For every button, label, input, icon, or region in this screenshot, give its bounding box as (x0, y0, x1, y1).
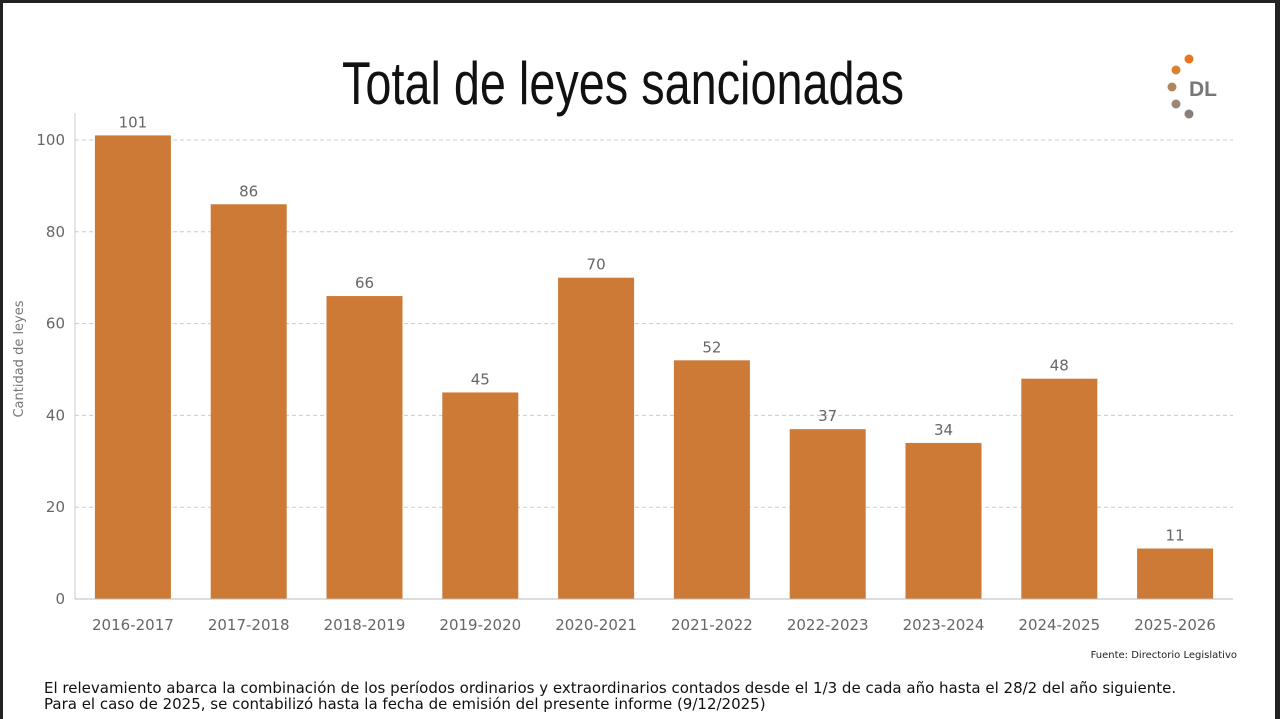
bar (326, 296, 403, 599)
logo-dot (1167, 82, 1177, 92)
dl-logo: DL (1167, 54, 1217, 119)
bar (905, 442, 982, 599)
x-tick-label: 2022-2023 (787, 616, 869, 634)
chart-title: Total de leyes sancionadas (342, 50, 904, 117)
slide: Total de leyes sancionadas DL 0 20 40 60 80 1… (3, 3, 1275, 719)
bar (210, 204, 287, 599)
y-axis-label: Cantidad de leyes (12, 300, 27, 417)
logo-dot (1184, 109, 1194, 119)
data-label: 66 (355, 274, 374, 292)
data-label: 101 (119, 113, 148, 131)
bar (94, 135, 171, 599)
x-tick-label: 2023-2024 (903, 616, 985, 634)
x-tick-label: 2016-2017 (92, 616, 174, 634)
x-tick-label: 2019-2020 (439, 616, 521, 634)
data-label: 48 (1050, 357, 1069, 375)
logo-dot (1171, 99, 1181, 109)
x-tick-label: 2020-2021 (555, 616, 637, 634)
logo-dot (1171, 65, 1181, 75)
data-label: 45 (471, 370, 490, 388)
y-tick-label: 60 (46, 315, 65, 333)
x-tick-label: 2025-2026 (1134, 616, 1216, 634)
bar (673, 360, 750, 599)
svg-text:DL: DL (1189, 78, 1217, 101)
x-tick-label: 2017-2018 (208, 616, 290, 634)
y-tick-label: 80 (46, 223, 65, 241)
x-tick-label: 2021-2022 (671, 616, 753, 634)
bar (558, 277, 635, 599)
bar-chart: 0 20 40 60 80 100 Cantidad de leyes 101 2016-201… (12, 113, 1233, 634)
footnote-line: El relevamiento abarca la combinación de… (44, 679, 1177, 697)
y-tick-label: 20 (46, 498, 65, 516)
data-label: 11 (1166, 527, 1185, 545)
y-tick-label: 100 (36, 131, 65, 149)
data-label: 34 (934, 421, 953, 439)
data-label: 86 (239, 182, 258, 200)
data-label: 37 (818, 407, 837, 425)
data-label: 52 (702, 338, 721, 356)
data-label: 70 (587, 256, 606, 274)
footnote: El relevamiento abarca la combinación de… (44, 680, 1176, 712)
bar (1137, 548, 1214, 599)
footnote-line: Para el caso de 2025, se contabilizó has… (44, 695, 766, 713)
bar (442, 392, 519, 599)
x-tick-label: 2018-2019 (324, 616, 406, 634)
x-tick-label: 2024-2025 (1018, 616, 1100, 634)
y-tick-label: 40 (46, 406, 65, 424)
logo-dot (1184, 54, 1194, 64)
source-note: Fuente: Directorio Legislativo (1090, 650, 1237, 661)
bar (1021, 378, 1098, 599)
bar (789, 429, 866, 599)
y-tick-label: 0 (55, 590, 65, 608)
